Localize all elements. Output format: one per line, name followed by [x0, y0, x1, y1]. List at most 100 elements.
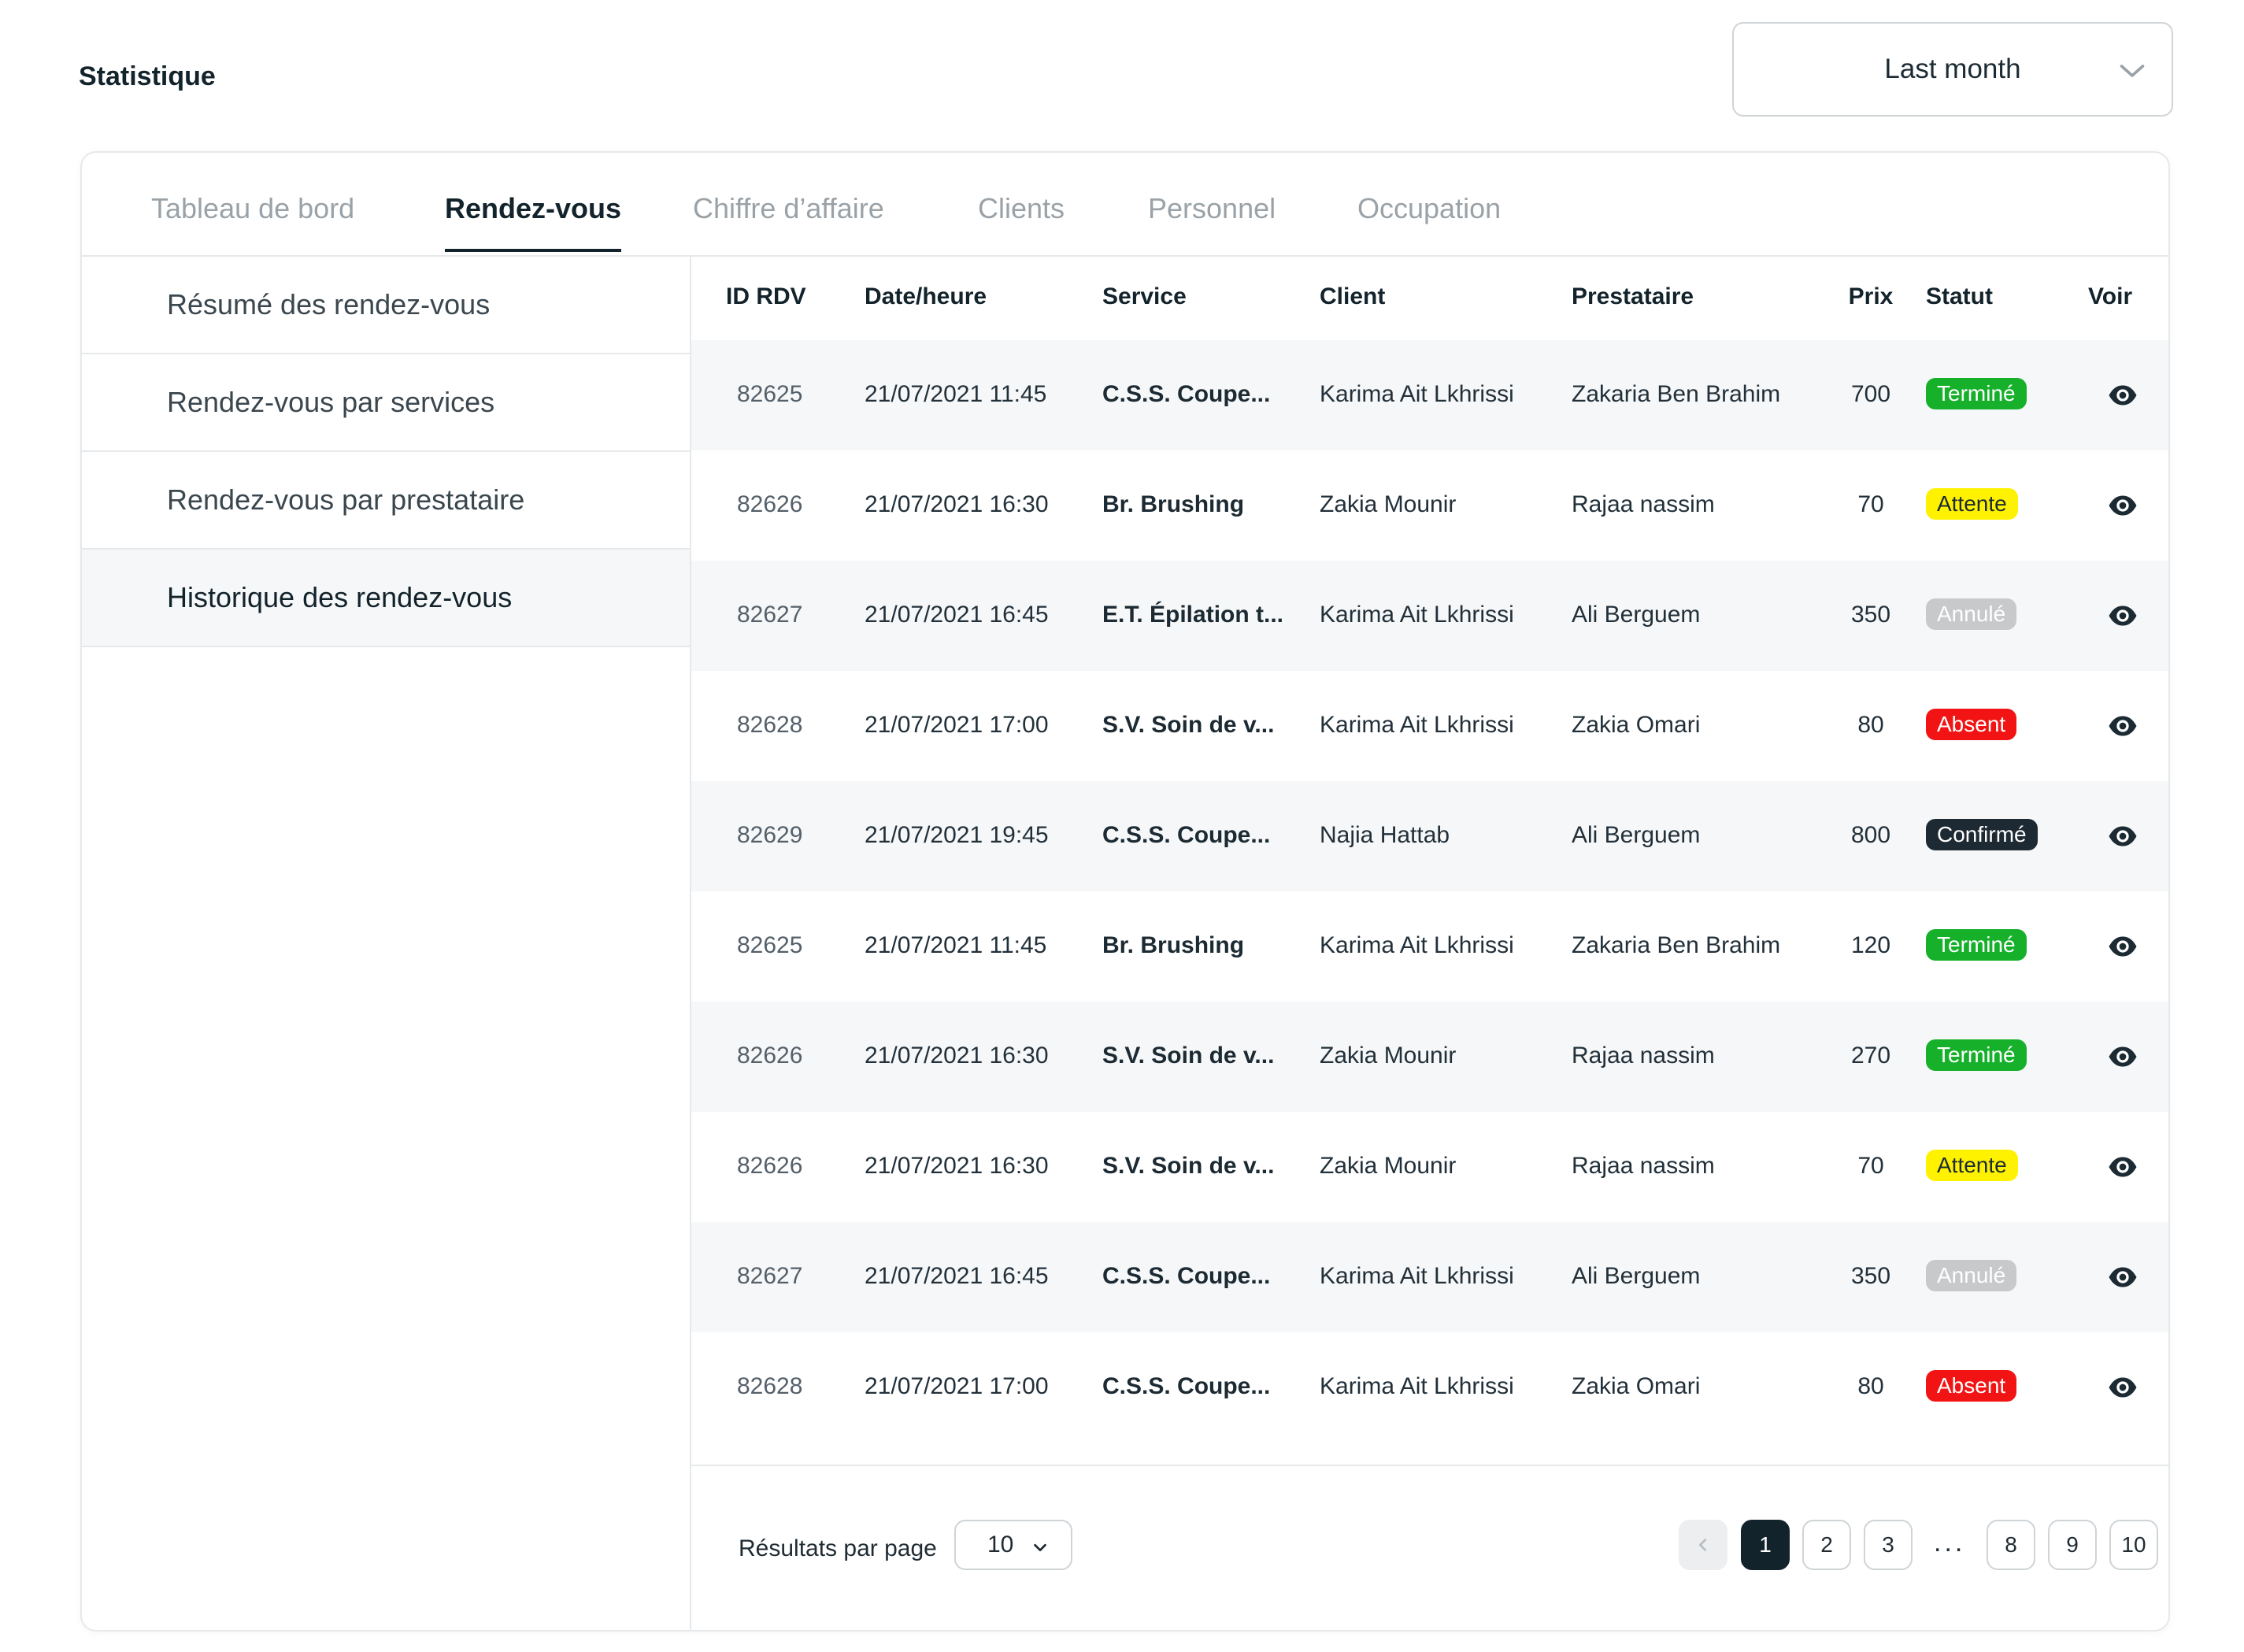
cell-prestataire: Rajaa nassim	[1572, 491, 1715, 517]
eye-icon	[2109, 826, 2137, 846]
chevron-down-icon	[2120, 65, 2145, 77]
view-button[interactable]	[2107, 931, 2138, 962]
view-button[interactable]	[2107, 1041, 2138, 1072]
cell-date: 21/07/2021 17:00	[865, 1373, 1049, 1399]
cell-prestataire: Zakaria Ben Brahim	[1572, 381, 1781, 407]
table-row[interactable]: 82628 21/07/2021 17:00 C.S.S. Coupe... Kari…	[691, 1332, 2168, 1443]
table-row[interactable]: 82626 21/07/2021 16:30 S.V. Soin de v... Za…	[691, 1002, 2168, 1112]
cell-prix: 350	[1850, 1263, 1891, 1289]
cell-id: 82626	[737, 1153, 803, 1179]
cell-prix: 800	[1850, 822, 1891, 848]
sidebar: Résumé des rendez-vous Rendez-vous par s…	[82, 257, 691, 1630]
view-button[interactable]	[2107, 1261, 2138, 1293]
sidebar-item-par-prestataire[interactable]: Rendez-vous par prestataire	[82, 452, 690, 550]
cell-prix: 70	[1857, 491, 1884, 517]
table-row[interactable]: 82625 21/07/2021 11:45 Br. Brushing Karima …	[691, 891, 2168, 1002]
header-date: Date/heure	[865, 283, 987, 309]
eye-icon	[2109, 1377, 2137, 1398]
table-footer: Résultats par page 10 1 2 3 ... 8 9 10	[691, 1465, 2168, 1630]
table-header: ID RDV Date/heure Service Client Prestat…	[691, 257, 2168, 340]
cell-id: 82629	[737, 822, 803, 848]
view-button[interactable]	[2107, 1151, 2138, 1183]
cell-prestataire: Zakaria Ben Brahim	[1572, 932, 1781, 958]
view-button[interactable]	[2107, 1372, 2138, 1403]
cell-service: C.S.S. Coupe...	[1102, 381, 1271, 407]
eye-icon	[2109, 1267, 2137, 1287]
cell-client: Karima Ait Lkhrissi	[1320, 712, 1514, 738]
header-prix: Prix	[1848, 283, 1894, 309]
cell-client: Karima Ait Lkhrissi	[1320, 381, 1514, 407]
cell-client: Karima Ait Lkhrissi	[1320, 932, 1514, 958]
header-prestataire: Prestataire	[1572, 283, 1694, 309]
table-row[interactable]: 82627 21/07/2021 16:45 E.T. Épilation t...…	[691, 561, 2168, 671]
sidebar-item-par-services[interactable]: Rendez-vous par services	[82, 354, 690, 452]
eye-icon	[2109, 1157, 2137, 1177]
page-button-10[interactable]: 10	[2109, 1520, 2158, 1570]
cell-client: Najia Hattab	[1320, 822, 1450, 848]
page-button-3[interactable]: 3	[1864, 1520, 1913, 1570]
cell-date: 21/07/2021 17:00	[865, 712, 1049, 738]
tab-clients[interactable]: Clients	[978, 192, 1065, 224]
cell-prestataire: Rajaa nassim	[1572, 1153, 1715, 1179]
tab-occupation[interactable]: Occupation	[1357, 192, 1502, 224]
status-badge: Absent	[1926, 709, 2017, 740]
cell-client: Zakia Mounir	[1320, 1043, 1457, 1069]
header-statut: Statut	[1926, 283, 1993, 309]
status-badge: Attente	[1926, 488, 2018, 520]
cell-date: 21/07/2021 16:45	[865, 1263, 1049, 1289]
table-row[interactable]: 82628 21/07/2021 17:00 S.V. Soin de v... Ka…	[691, 671, 2168, 781]
cell-client: Karima Ait Lkhrissi	[1320, 1263, 1514, 1289]
view-button[interactable]	[2107, 710, 2138, 742]
cell-id: 82626	[737, 1043, 803, 1069]
tab-tableau-de-bord[interactable]: Tableau de bord	[151, 192, 355, 224]
eye-icon	[2109, 385, 2137, 406]
page-button-1[interactable]: 1	[1741, 1520, 1790, 1570]
cell-service: C.S.S. Coupe...	[1102, 1263, 1271, 1289]
page-button-9[interactable]: 9	[2048, 1520, 2097, 1570]
cell-id: 82625	[737, 381, 803, 407]
tab-chiffre-affaire[interactable]: Chiffre d’affaire	[693, 192, 884, 224]
page-button-2[interactable]: 2	[1802, 1520, 1851, 1570]
cell-service: S.V. Soin de v...	[1102, 1043, 1275, 1069]
status-badge: Terminé	[1926, 378, 2027, 409]
tab-personnel[interactable]: Personnel	[1148, 192, 1276, 224]
cell-prix: 70	[1857, 1153, 1884, 1179]
cell-prestataire: Rajaa nassim	[1572, 1043, 1715, 1069]
cell-client: Karima Ait Lkhrissi	[1320, 602, 1514, 628]
status-badge: Confirmé	[1926, 819, 2038, 850]
table-row[interactable]: 82626 21/07/2021 16:30 S.V. Soin de v... Za…	[691, 1112, 2168, 1222]
cell-prestataire: Zakia Omari	[1572, 712, 1701, 738]
cell-date: 21/07/2021 16:30	[865, 1043, 1049, 1069]
view-button[interactable]	[2107, 380, 2138, 411]
cell-prix: 80	[1857, 712, 1884, 738]
cell-client: Zakia Mounir	[1320, 491, 1457, 517]
results-per-page-value: 10	[987, 1532, 1014, 1558]
table-row[interactable]: 82629 21/07/2021 19:45 C.S.S. Coupe... Naji…	[691, 781, 2168, 891]
tab-rendez-vous[interactable]: Rendez-vous	[445, 192, 622, 252]
stats-card: Tableau de bord Rendez-vous Chiffre d’af…	[80, 151, 2170, 1632]
status-badge: Terminé	[1926, 1039, 2027, 1071]
cell-prestataire: Ali Berguem	[1572, 602, 1701, 628]
cell-prix: 700	[1850, 381, 1891, 407]
header-id: ID RDV	[726, 283, 806, 309]
cell-service: C.S.S. Coupe...	[1102, 822, 1271, 848]
sidebar-item-historique[interactable]: Historique des rendez-vous	[82, 550, 690, 647]
header-client: Client	[1320, 283, 1386, 309]
sidebar-item-resume[interactable]: Résumé des rendez-vous	[82, 257, 690, 354]
cell-date: 21/07/2021 11:45	[865, 381, 1047, 407]
view-button[interactable]	[2107, 600, 2138, 632]
results-per-page-select[interactable]: 10	[954, 1520, 1072, 1570]
tab-bar: Tableau de bord Rendez-vous Chiffre d’af…	[82, 153, 2168, 257]
table-row[interactable]: 82627 21/07/2021 16:45 C.S.S. Coupe... Kari…	[691, 1222, 2168, 1332]
eye-icon	[2109, 1046, 2137, 1067]
period-select[interactable]: Last month	[1732, 22, 2173, 117]
view-button[interactable]	[2107, 820, 2138, 852]
cell-service: C.S.S. Coupe...	[1102, 1373, 1271, 1399]
page-button-8[interactable]: 8	[1987, 1520, 2035, 1570]
table-row[interactable]: 82625 21/07/2021 11:45 C.S.S. Coupe... Kari…	[691, 340, 2168, 450]
pagination-prev-button[interactable]	[1679, 1520, 1727, 1570]
cell-date: 21/07/2021 16:30	[865, 491, 1049, 517]
view-button[interactable]	[2107, 490, 2138, 521]
table-row[interactable]: 82626 21/07/2021 16:30 Br. Brushing Zakia M…	[691, 450, 2168, 561]
eye-icon	[2109, 495, 2137, 516]
